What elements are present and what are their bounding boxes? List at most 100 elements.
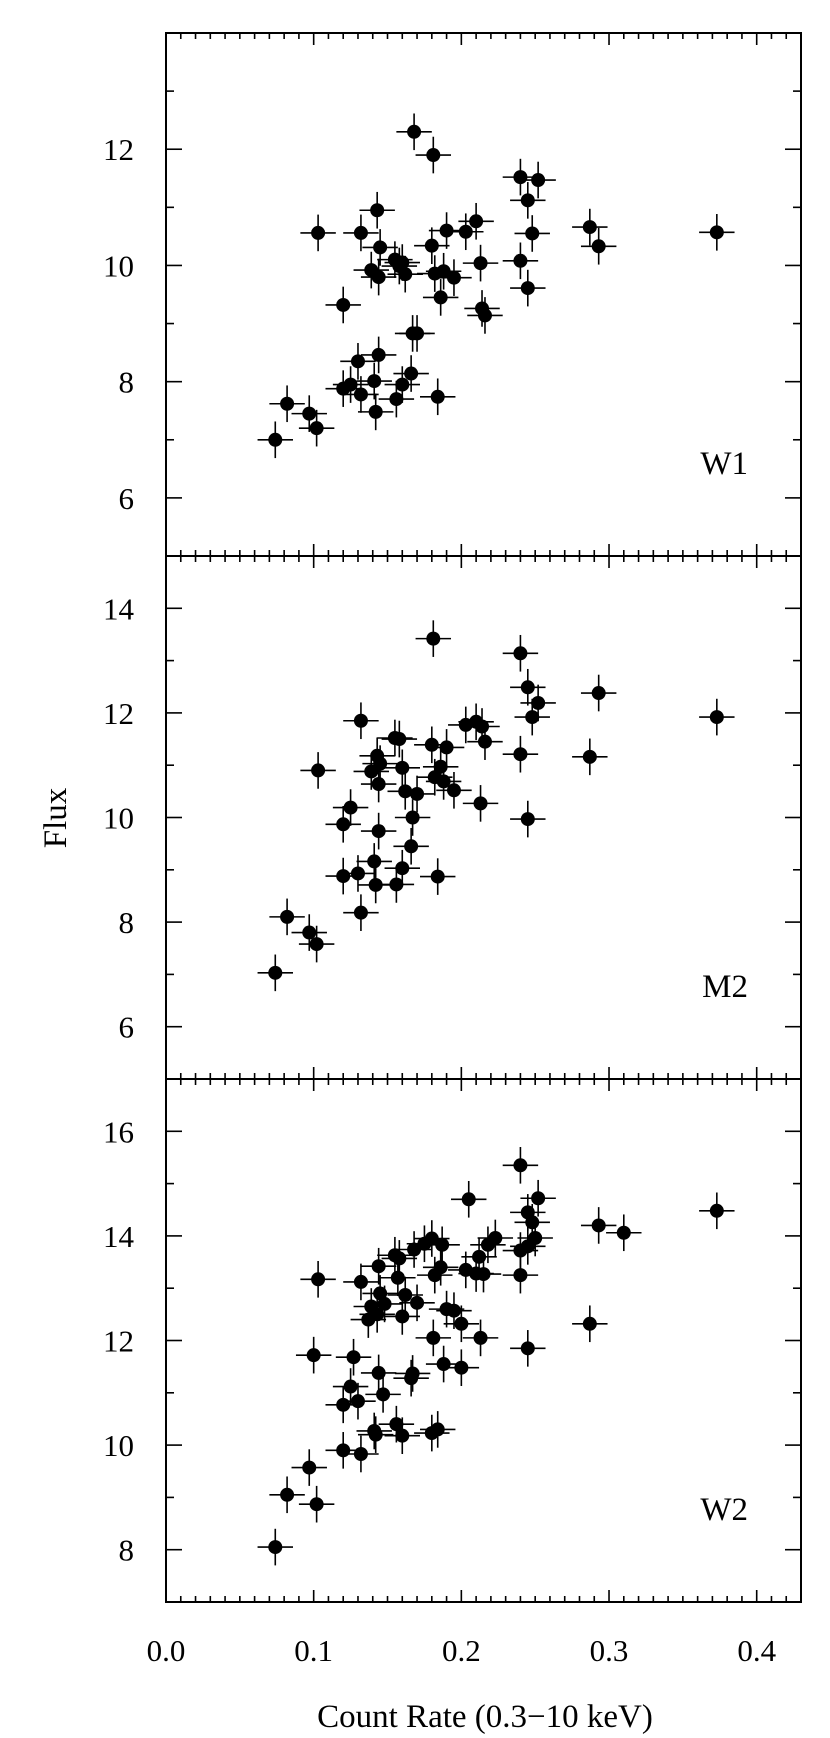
data-point <box>420 858 456 895</box>
point-marker <box>591 686 606 701</box>
data-point <box>291 1449 327 1486</box>
point-marker <box>454 1360 469 1375</box>
point-marker <box>476 1267 491 1282</box>
panel-label: W2 <box>700 1492 748 1528</box>
data-point <box>380 1259 416 1297</box>
point-marker <box>398 267 413 282</box>
point-marker <box>426 148 441 163</box>
data-point <box>422 1248 459 1286</box>
data-point <box>325 286 361 324</box>
data-point <box>269 385 305 423</box>
point-marker <box>368 877 383 892</box>
point-marker <box>392 1251 407 1266</box>
data-point <box>343 214 379 252</box>
point-marker <box>368 1427 383 1442</box>
data-point <box>300 214 336 252</box>
data-point <box>510 668 546 706</box>
x-tick-label: 0.0 <box>147 1633 186 1668</box>
panel-w2: 8 10 12 14 16 W2 <box>103 1078 802 1603</box>
data-point <box>467 297 503 334</box>
data-point <box>343 1263 379 1301</box>
data-point <box>580 227 617 265</box>
point-marker <box>373 240 388 255</box>
data-point <box>291 395 327 432</box>
point-marker <box>461 1192 476 1207</box>
data-point <box>360 258 397 296</box>
point-marker <box>389 392 404 407</box>
point-marker <box>591 1218 606 1233</box>
data-point <box>422 279 459 316</box>
point-marker <box>454 1316 469 1331</box>
data-point <box>357 866 394 904</box>
data-point <box>580 674 617 712</box>
data-point <box>510 269 546 307</box>
point-marker <box>311 225 326 240</box>
point-marker <box>424 238 439 253</box>
y-tick-label: 16 <box>103 1114 134 1149</box>
point-marker <box>280 909 295 924</box>
data-point <box>257 421 293 459</box>
point-marker <box>302 1460 317 1475</box>
point-marker <box>513 747 528 762</box>
data-point <box>462 785 499 822</box>
data-point <box>414 227 450 264</box>
data-point <box>295 1336 332 1374</box>
point-marker <box>367 374 382 389</box>
data-point <box>257 1528 293 1566</box>
data-point <box>699 214 735 251</box>
x-tick-label: 0.3 <box>590 1633 629 1668</box>
point-marker <box>306 1348 321 1363</box>
x-tick-label: 0.1 <box>294 1633 333 1668</box>
point-marker <box>371 1259 386 1274</box>
data-point <box>298 925 335 963</box>
y-tick-label: 14 <box>103 1219 135 1254</box>
data-point <box>502 634 539 672</box>
data-point <box>514 215 550 252</box>
point-marker <box>371 1365 386 1380</box>
point-marker <box>376 1387 391 1402</box>
point-marker <box>268 432 283 447</box>
point-marker <box>531 695 546 710</box>
point-marker <box>268 1540 283 1555</box>
point-marker <box>513 170 528 185</box>
point-marker <box>268 965 283 980</box>
data-point <box>343 1435 379 1473</box>
point-marker <box>525 710 540 725</box>
y-tick-label: 14 <box>103 591 135 626</box>
data-point <box>394 1355 431 1392</box>
point-marker <box>473 1330 488 1345</box>
point-marker <box>433 1260 448 1275</box>
point-marker <box>353 905 368 920</box>
point-marker <box>709 225 724 240</box>
point-marker <box>520 193 535 208</box>
point-marker <box>424 1231 439 1246</box>
point-marker <box>395 1428 410 1443</box>
data-point <box>699 1192 735 1230</box>
point-marker <box>520 281 535 296</box>
data-point <box>428 729 465 766</box>
data-point <box>415 620 452 657</box>
data-point <box>384 1417 420 1454</box>
point-marker <box>426 1330 441 1345</box>
point-marker <box>309 937 324 952</box>
y-tick-label: 6 <box>119 481 135 516</box>
point-marker <box>353 387 368 402</box>
point-marker <box>477 734 492 749</box>
point-marker <box>395 1309 410 1324</box>
data-point <box>396 113 432 151</box>
point-marker <box>525 226 540 241</box>
data-point <box>458 202 494 240</box>
data-point <box>300 1261 336 1298</box>
data-point <box>360 1354 397 1392</box>
point-marker <box>407 124 422 139</box>
data-point <box>425 252 462 290</box>
data-point <box>510 182 546 219</box>
point-marker <box>582 220 597 235</box>
data-point <box>502 1146 539 1184</box>
point-marker <box>436 264 451 279</box>
data-point <box>520 1179 556 1217</box>
panel-label: W1 <box>700 446 748 482</box>
point-marker <box>309 1497 324 1512</box>
data-point <box>436 1292 472 1329</box>
data-point <box>428 212 465 249</box>
